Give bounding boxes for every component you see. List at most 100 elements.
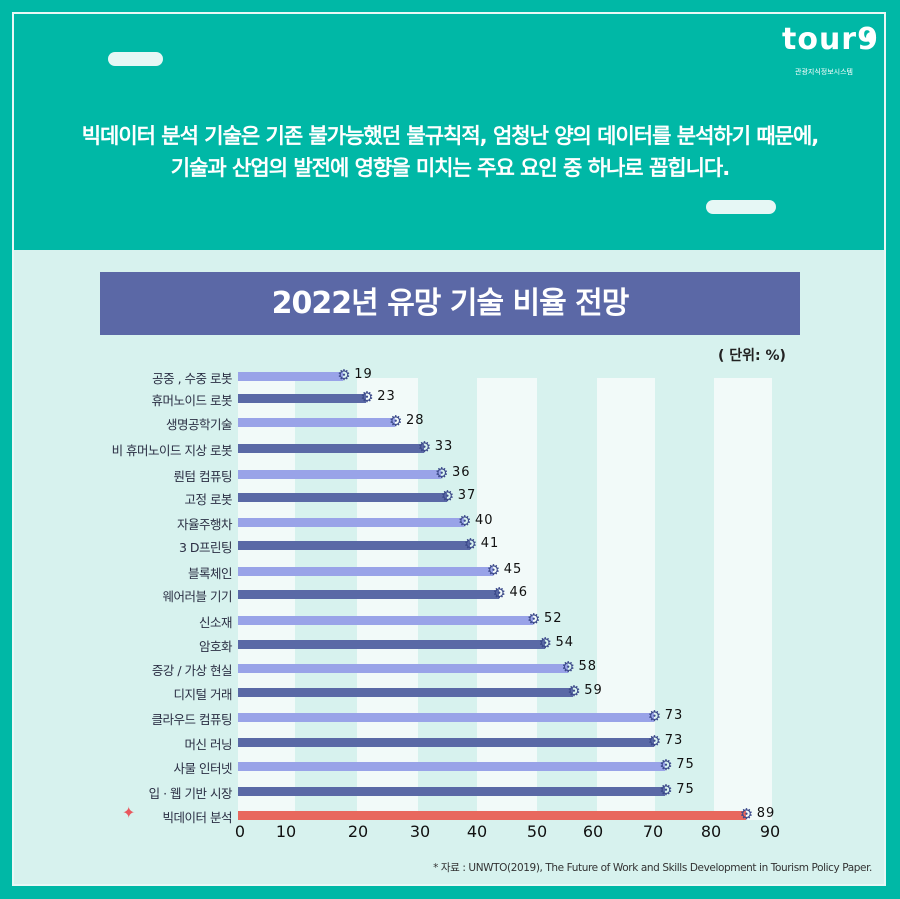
data-label: 45 [503, 562, 523, 577]
data-label: 73 [664, 733, 684, 748]
category-label: 뤈텀 컴퓨팅 [173, 469, 233, 484]
category-label: 3 D프린팅 [178, 540, 233, 555]
data-label: 54 [555, 635, 575, 650]
bar [238, 518, 464, 527]
data-label: 19 [354, 367, 373, 382]
bar [238, 787, 666, 796]
gear-icon: ⚙ [463, 535, 478, 553]
category-label: 비 휴머노이드 지상 로봇 [111, 443, 233, 458]
category-label: 입 · 웹 기반 시장 [148, 786, 233, 801]
gear-icon: ⚙ [647, 707, 662, 725]
headline-line-2: 기술과 산업의 발전에 영향을 미치는 주요 요인 중 하나로 꼽힙니다. [170, 156, 730, 180]
gear-icon: ⚙ [567, 682, 581, 700]
category-label: 휴머노이드 로봇 [151, 393, 233, 408]
bar [238, 567, 493, 576]
gear-icon: ⚙ [647, 732, 662, 750]
category-label: 디지털 거래 [173, 687, 233, 702]
gear-icon: ⚙ [492, 584, 506, 602]
bar [238, 762, 666, 771]
bar [238, 394, 367, 403]
gear-icon: ⚙ [538, 634, 552, 652]
bar [238, 444, 424, 453]
gear-icon: ⚙ [659, 756, 673, 774]
cloud-decoration [108, 52, 163, 66]
category-label: 신소재 [198, 615, 233, 630]
bar [238, 664, 568, 673]
data-label: 89 [756, 806, 776, 821]
data-label: 75 [676, 782, 695, 797]
data-label: 59 [584, 683, 603, 698]
category-label: 고정 로봇 [184, 492, 233, 507]
grid-band [537, 378, 597, 820]
category-label: 웨어러블 기기 [162, 589, 233, 604]
data-label: 73 [664, 708, 684, 723]
bar [238, 688, 574, 697]
source-note: * 자료 : UNWTO(2019), The Future of Work a… [433, 862, 872, 874]
bar [238, 713, 654, 722]
x-tick-label: 30 [409, 822, 431, 841]
x-tick-label: 80 [700, 822, 722, 841]
gear-icon: ⚙ [739, 805, 754, 823]
bar [238, 493, 447, 502]
category-label: 머신 러닝 [184, 737, 233, 752]
category-label: 공중 , 수중 로봇 [152, 371, 232, 386]
x-tick-label: 60 [582, 822, 604, 841]
gear-icon: ⚙ [561, 658, 575, 676]
gear-icon: ⚙ [337, 366, 351, 384]
grid-band [597, 378, 655, 820]
cloud-decoration [706, 200, 776, 214]
bar [238, 470, 441, 479]
category-label: 증강 / 가상 현실 [151, 663, 233, 678]
frame-border [12, 12, 886, 886]
data-label: 58 [578, 659, 598, 674]
category-label: 사물 인터넷 [173, 761, 233, 776]
category-label: 블록체인 [187, 566, 233, 581]
logo-subtitle: 관광지식정보시스템 [795, 68, 853, 76]
x-tick-label: 50 [526, 822, 548, 841]
x-tick-label: 0 [234, 822, 246, 841]
data-label: 33 [434, 439, 454, 454]
bar [238, 640, 545, 649]
data-label: 37 [457, 488, 477, 503]
gear-icon: ⚙ [659, 781, 673, 799]
gear-icon: ⚙ [527, 610, 541, 628]
bar [238, 811, 746, 820]
bar [238, 616, 533, 625]
logo: tour9 [782, 22, 879, 57]
star-icon: ✦ [122, 803, 136, 822]
data-label: 41 [480, 536, 500, 551]
x-tick-label: 20 [347, 822, 369, 841]
category-label: 자율주행차 [176, 517, 233, 532]
gear-icon: ⚙ [435, 464, 449, 482]
data-label: 40 [475, 513, 494, 528]
data-label: 75 [676, 757, 695, 772]
data-label: 52 [544, 611, 563, 626]
x-tick-label: 90 [759, 822, 781, 841]
gear-icon: ⚙ [389, 412, 403, 430]
headline-line-1: 빅데이터 분석 기술은 기존 불가능했던 불규칙적, 엄청난 양의 데이터를 분… [81, 124, 820, 148]
bar [238, 590, 499, 599]
bar [238, 738, 654, 747]
category-label: 빅데이터 분석 [162, 810, 233, 825]
category-label: 암호화 [198, 639, 233, 654]
gear-icon: ⚙ [417, 438, 432, 456]
data-label: 23 [377, 389, 396, 404]
gear-icon: ⚙ [458, 512, 472, 530]
grid-band [714, 378, 772, 820]
data-label: 36 [452, 465, 471, 480]
x-tick-label: 40 [466, 822, 488, 841]
gear-icon: ⚙ [486, 561, 501, 579]
unit-label: ( 단위: %) [718, 348, 786, 364]
gear-icon: ⚙ [360, 388, 374, 406]
bar [238, 541, 470, 550]
gear-icon: ⚙ [440, 487, 455, 505]
x-tick-label: 10 [275, 822, 297, 841]
category-label: 생명공학기술 [165, 417, 233, 432]
data-label: 46 [509, 585, 529, 600]
data-label: 28 [406, 413, 425, 428]
x-tick-label: 70 [642, 822, 664, 841]
grid-band [655, 378, 714, 820]
chart-title: 2022년 유망 기술 비율 전망 [100, 272, 800, 335]
bar [238, 418, 395, 427]
